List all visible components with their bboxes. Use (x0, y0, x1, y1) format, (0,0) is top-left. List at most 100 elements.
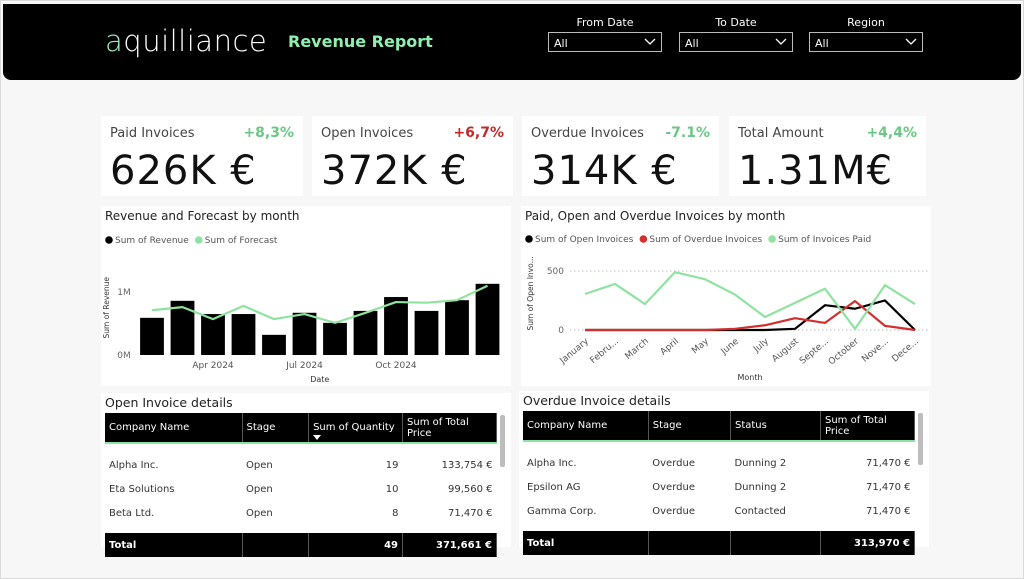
filter-value: All (685, 37, 699, 50)
table-cell: 71,470 € (865, 481, 911, 493)
kpi-change: +8,3% (243, 125, 294, 141)
chart-card: Paid, Open and Overdue Invoices by month… (521, 206, 931, 386)
legend-swatch (194, 236, 203, 244)
kpi-label: Total Amount (738, 126, 824, 141)
kpi-card: Paid Invoices +8,3% 626K € (101, 116, 303, 196)
kpi-label: Open Invoices (321, 126, 414, 141)
table-card: Overdue Invoice details Company Name Stag… (519, 391, 929, 555)
legend-label: Sum of Forecast (205, 236, 278, 246)
chart-title: Paid, Open and Overdue Invoices by month (525, 209, 785, 223)
kpi-card: Total Amount +4,4% 1.31M€ (729, 116, 926, 196)
table-row: Beta Ltd. Open 8 71,470 € (105, 501, 497, 525)
bar (170, 300, 195, 355)
table-row: Alpha Inc. Open 19 133,754 € (105, 443, 497, 477)
kpi-card: Open Invoices +6,7% 372K € (312, 116, 513, 196)
kpi-change: +6,7% (453, 125, 504, 141)
column-header: Stage (648, 411, 731, 442)
filter-dropdown[interactable]: All (679, 32, 793, 52)
spacer-row (523, 523, 915, 531)
table-cell: Alpha Inc. (109, 460, 159, 471)
total-row: Total 49 371,661 € (105, 533, 497, 557)
total-cell (648, 531, 731, 555)
chevron (775, 38, 787, 45)
legend-label: Sum of Open Invoices (535, 235, 634, 245)
column-header: Stage (242, 413, 310, 444)
y-axis-label: Sum of Open Invo... (526, 256, 535, 330)
sort-indicator[interactable] (313, 435, 322, 440)
x-tick-label: March (623, 337, 650, 362)
line-series (585, 299, 916, 332)
table-cell: 10 (385, 483, 399, 495)
y-tick-label: 0 (558, 326, 564, 336)
table-cell: Contacted (734, 505, 786, 517)
header-row: Company Name Stage Status Sum of Total Pric… (523, 411, 915, 442)
table-body: Alpha Inc. Overdue Dunning 2 71,470 € Epsilo… (523, 441, 915, 555)
x-tick-label: April (659, 337, 681, 358)
filter-dropdown[interactable]: All (809, 32, 923, 52)
kpi-change: +4,4% (866, 125, 917, 141)
chart-card: Revenue and Forecast by month Sum of Reve… (101, 206, 511, 386)
table-cell: Open (246, 507, 273, 519)
table-cell: Overdue (652, 505, 695, 517)
bar (445, 300, 469, 355)
filter-dropdown[interactable]: All (548, 32, 662, 52)
table-row: Eta Solutions Open 10 99,560 € (105, 477, 497, 501)
column-header: Status (730, 411, 822, 442)
x-tick-label: May (690, 336, 711, 356)
filter: To Date All (679, 16, 793, 52)
table-cell: Beta Ltd. (109, 507, 155, 519)
total-cell: Total (523, 531, 649, 555)
y-tick-label: 500 (547, 267, 564, 277)
x-tick-label: October (827, 336, 861, 367)
kpi-label: Paid Invoices (110, 126, 195, 141)
table-cell: 71,470 € (865, 505, 911, 517)
table-cell: 8 (392, 507, 399, 519)
x-tick-label: August (770, 336, 801, 364)
chevron (905, 38, 917, 45)
kpi-value: 626K € (110, 148, 257, 194)
column-header: Sum of Total Price (402, 413, 497, 444)
filter-label: From Date (576, 16, 634, 29)
bar (323, 322, 347, 355)
filter-label: To Date (715, 16, 757, 29)
table-row: Gamma Corp. Overdue Contacted 71,470 € (523, 499, 915, 523)
y-axis-label: Sum of Revenue (102, 277, 111, 339)
x-tick-label: Dece... (890, 337, 921, 365)
kpi-change: -7.1% (665, 125, 710, 141)
data-table: Company Name Stage Status Sum of Total Pric… (523, 411, 915, 555)
column-header: Sum of Quantity (308, 413, 404, 444)
total-cell: 313,970 € (820, 531, 915, 555)
bar (384, 297, 408, 355)
table-cell: Gamma Corp. (527, 505, 597, 517)
table-cell: Epsilon AG (527, 481, 581, 493)
filter-value: All (815, 37, 829, 50)
chart: Revenue and Forecast by month Sum of Reve… (102, 209, 500, 384)
table-card: Open Invoice details Company Name Stage Su… (101, 393, 511, 557)
chart: Paid, Open and Overdue Invoices by month… (525, 209, 930, 382)
bar (262, 334, 286, 355)
table-cell: Overdue (652, 481, 695, 493)
header-row: Company Name Stage Sum of Quantity Sum of T… (105, 413, 497, 444)
line-series (584, 271, 916, 330)
bar (353, 310, 378, 355)
scrollbar[interactable] (500, 415, 505, 467)
bar (140, 317, 164, 355)
logo[interactable]: aquilliance (105, 24, 268, 58)
table-cell: Dunning 2 (734, 458, 787, 469)
column-header: Company Name (105, 413, 243, 444)
table-cell: Eta Solutions (109, 483, 175, 495)
scrollbar[interactable] (918, 413, 923, 465)
x-tick-label: Febru... (589, 337, 621, 366)
legend-swatch (639, 235, 648, 243)
legend-label: Sum of Invoices Paid (778, 235, 871, 245)
kpi-value: 372K € (321, 148, 468, 194)
table-header: Company Name Stage Sum of Quantity Sum of T… (105, 413, 497, 444)
legend-swatch (525, 235, 533, 243)
kpi-card: Overdue Invoices -7.1% 314K € (522, 116, 719, 196)
spacer-cell (523, 523, 915, 531)
table-row: Alpha Inc. Overdue Dunning 2 71,470 € (523, 441, 915, 475)
bar (475, 283, 500, 355)
legend-swatch (768, 235, 776, 243)
kpi-value: 1.31M€ (738, 148, 894, 194)
